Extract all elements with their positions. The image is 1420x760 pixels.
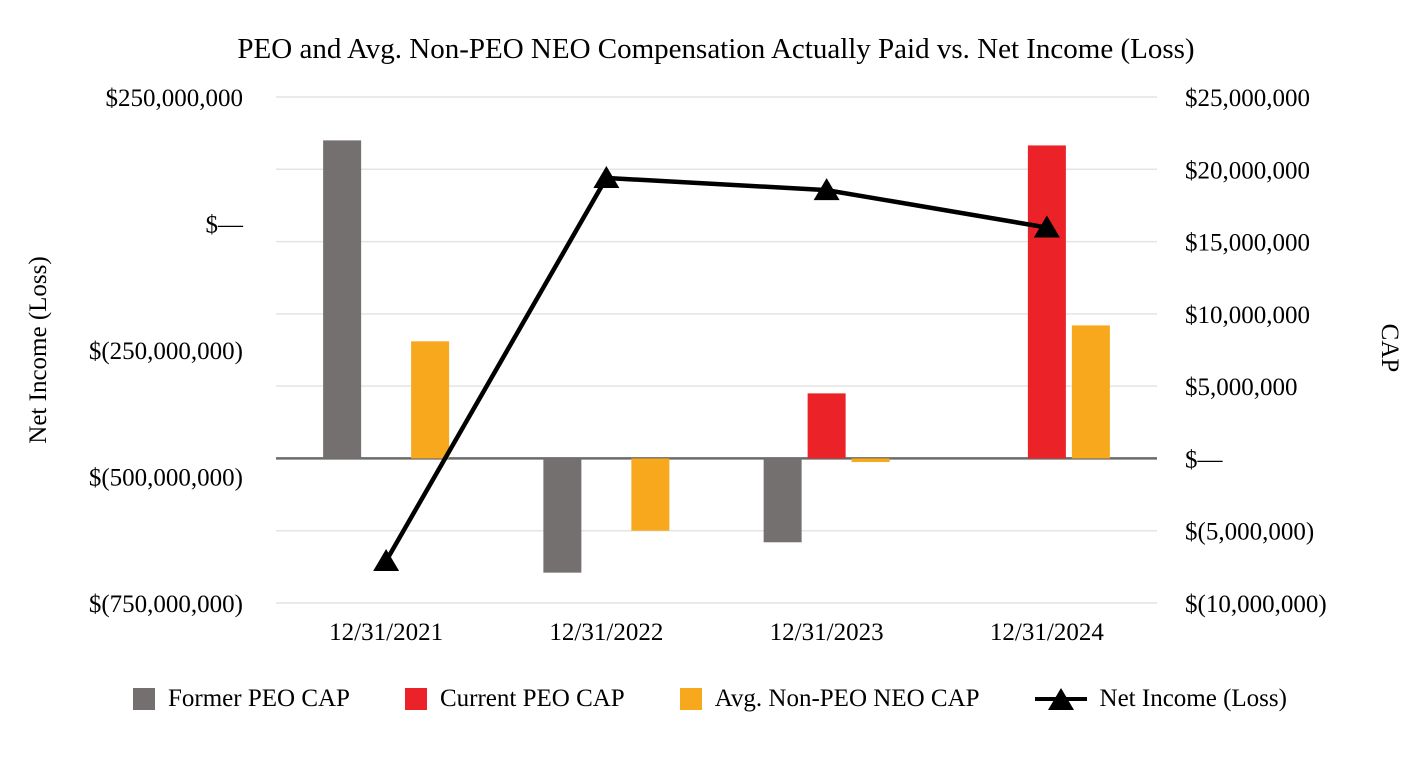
left-axis-tick-label: $250,000,000 bbox=[106, 85, 244, 112]
right-axis-tick-label: $— bbox=[1185, 446, 1224, 473]
right-axis-tick-label: $5,000,000 bbox=[1185, 374, 1298, 401]
legend-label-former-peo-cap: Former PEO CAP bbox=[168, 685, 350, 712]
chart-legend: Former PEO CAP Current PEO CAP Avg. Non-… bbox=[0, 674, 1420, 724]
bar-avg-non-peo-neo-cap-12/31/2023 bbox=[851, 458, 890, 463]
x-axis-label: 12/31/2024 bbox=[990, 619, 1104, 646]
left-axis-title: Net Income (Loss) bbox=[25, 256, 52, 443]
legend-item-former-peo-cap: Former PEO CAP bbox=[133, 685, 350, 713]
right-axis-tick-label: $(10,000,000) bbox=[1185, 591, 1327, 618]
net-income-marker-12/31/2023 bbox=[813, 178, 840, 201]
left-axis-tick-label: $(500,000,000) bbox=[89, 465, 243, 492]
bar-avg-non-peo-neo-cap-12/31/2024 bbox=[1071, 325, 1110, 459]
bar-avg-non-peo-neo-cap-12/31/2022 bbox=[631, 458, 670, 531]
net-income-marker-12/31/2024 bbox=[1033, 215, 1060, 238]
legend-item-avg-non-peo-neo-cap: Avg. Non-PEO NEO CAP bbox=[679, 685, 980, 713]
net-income-line bbox=[384, 175, 1048, 563]
legend-label-current-peo-cap: Current PEO CAP bbox=[439, 685, 625, 712]
avg-non-peo-neo-cap-swatch-icon bbox=[679, 688, 702, 710]
right-axis-tick-label: $25,000,000 bbox=[1185, 85, 1310, 112]
left-axis-tick-label: $(750,000,000) bbox=[89, 591, 243, 618]
net-income-marker-12/31/2021 bbox=[373, 549, 400, 572]
right-axis-tick-label: $20,000,000 bbox=[1185, 157, 1310, 184]
right-axis-tick-label: $15,000,000 bbox=[1185, 230, 1310, 257]
bar-current-peo-cap-12/31/2023 bbox=[807, 393, 846, 459]
chart-plot-area: $250,000,000 $— $(250,000,000) $(500,000,00… bbox=[25, 85, 1403, 646]
former-peo-cap-swatch-icon bbox=[133, 688, 155, 710]
chart-title: PEO and Avg. Non-PEO NEO Compensation Ac… bbox=[237, 33, 1195, 65]
legend-label-avg-non-peo-neo-cap: Avg. Non-PEO NEO CAP bbox=[714, 685, 980, 712]
bar-former-peo-cap-12/31/2023 bbox=[763, 458, 802, 543]
bar-former-peo-cap-12/31/2021 bbox=[323, 140, 362, 459]
bar-current-peo-cap-12/31/2024 bbox=[1027, 145, 1066, 459]
x-axis-label: 12/31/2021 bbox=[329, 619, 443, 646]
net-income-line-marker-icon bbox=[1034, 687, 1087, 711]
legend-label-net-income-loss: Net Income (Loss) bbox=[1099, 685, 1287, 712]
legend-item-current-peo-cap: Current PEO CAP bbox=[404, 685, 625, 713]
right-axis-tick-label: $10,000,000 bbox=[1185, 302, 1310, 329]
right-axis-tick-label: $(5,000,000) bbox=[1185, 519, 1314, 546]
bar-avg-non-peo-neo-cap-12/31/2021 bbox=[411, 341, 450, 459]
legend-item-net-income-loss: Net Income (Loss) bbox=[1034, 685, 1287, 713]
current-peo-cap-swatch-icon bbox=[404, 688, 427, 710]
x-axis-label: 12/31/2022 bbox=[549, 619, 663, 646]
bar-former-peo-cap-12/31/2022 bbox=[543, 458, 582, 573]
x-axis-label: 12/31/2023 bbox=[770, 619, 884, 646]
left-axis-tick-label: $— bbox=[206, 212, 245, 239]
triangle-marker-icon bbox=[1047, 688, 1074, 710]
right-axis-title: CAP bbox=[1376, 324, 1403, 373]
net-income-marker-12/31/2022 bbox=[593, 165, 620, 188]
left-axis-tick-label: $(250,000,000) bbox=[89, 338, 243, 365]
